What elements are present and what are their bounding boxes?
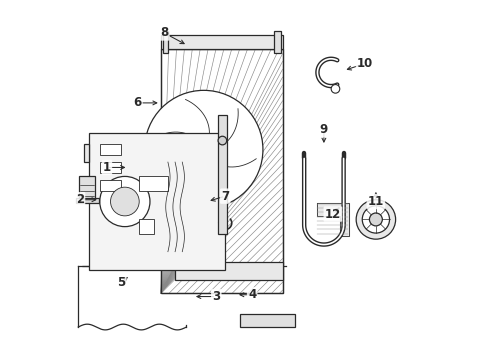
Bar <box>175 262 283 280</box>
Polygon shape <box>317 203 349 235</box>
Text: 6: 6 <box>133 96 142 109</box>
Text: 1: 1 <box>103 161 111 174</box>
Bar <box>139 176 168 191</box>
Text: 3: 3 <box>212 290 220 303</box>
FancyBboxPatch shape <box>125 255 132 269</box>
Bar <box>84 144 89 162</box>
Bar <box>161 49 283 293</box>
Circle shape <box>369 213 382 226</box>
Text: 5: 5 <box>117 276 125 289</box>
Bar <box>240 315 295 327</box>
Text: 2: 2 <box>76 193 84 206</box>
Bar <box>218 116 227 234</box>
Bar <box>163 31 168 53</box>
Text: 8: 8 <box>160 27 169 40</box>
Bar <box>100 144 122 155</box>
Circle shape <box>100 176 150 226</box>
Bar <box>100 162 122 173</box>
Circle shape <box>356 200 395 239</box>
Text: 11: 11 <box>368 195 384 208</box>
Circle shape <box>331 85 340 93</box>
FancyBboxPatch shape <box>96 255 103 269</box>
Bar <box>274 31 281 53</box>
Circle shape <box>145 90 263 209</box>
Bar <box>100 180 122 191</box>
Bar <box>79 176 96 200</box>
Circle shape <box>111 187 139 216</box>
Bar <box>161 49 283 293</box>
Bar <box>139 220 153 234</box>
Text: 9: 9 <box>320 123 328 136</box>
Text: 4: 4 <box>248 288 256 301</box>
Bar <box>89 134 225 270</box>
Text: 7: 7 <box>221 190 229 203</box>
Bar <box>76 198 99 203</box>
Circle shape <box>218 136 227 145</box>
Text: 10: 10 <box>357 57 373 70</box>
Text: 12: 12 <box>325 208 341 221</box>
FancyBboxPatch shape <box>111 255 118 269</box>
Circle shape <box>193 139 215 160</box>
Circle shape <box>362 206 390 233</box>
Bar <box>161 49 283 293</box>
Bar <box>161 35 283 49</box>
